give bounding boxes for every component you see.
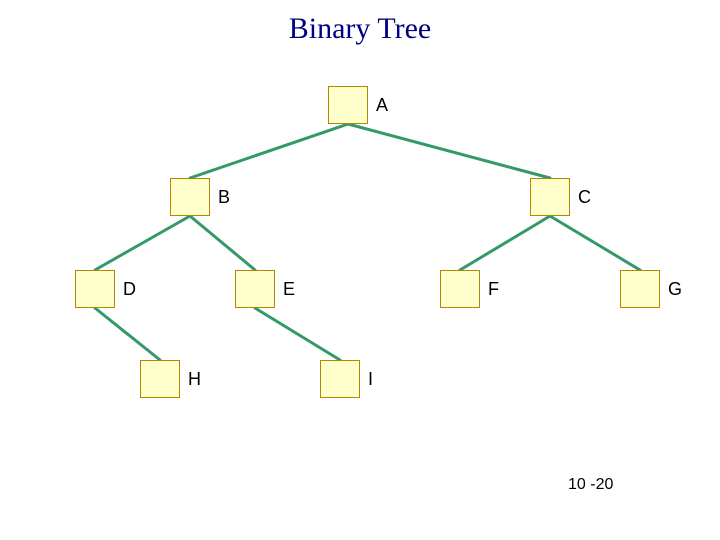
node-label-h: H — [188, 369, 201, 390]
edge-c-f — [460, 216, 550, 270]
edge-b-e — [190, 216, 255, 270]
node-box-i — [320, 360, 360, 398]
edge-a-b — [190, 124, 348, 178]
edge-e-i — [255, 308, 340, 360]
binary-tree-slide: Binary Tree A B C D E F G H I 10 -20 — [0, 0, 720, 540]
edge-c-g — [550, 216, 640, 270]
node-box-d — [75, 270, 115, 308]
node-box-e — [235, 270, 275, 308]
node-label-a: A — [376, 95, 388, 116]
node-box-a — [328, 86, 368, 124]
edge-a-c — [348, 124, 550, 178]
node-box-g — [620, 270, 660, 308]
node-label-d: D — [123, 279, 136, 300]
edge-d-h — [95, 308, 160, 360]
node-label-g: G — [668, 279, 682, 300]
node-box-h — [140, 360, 180, 398]
slide-title: Binary Tree — [0, 12, 720, 46]
node-box-f — [440, 270, 480, 308]
node-label-e: E — [283, 279, 295, 300]
node-label-b: B — [218, 187, 230, 208]
node-label-f: F — [488, 279, 499, 300]
node-label-c: C — [578, 187, 591, 208]
node-box-b — [170, 178, 210, 216]
node-box-c — [530, 178, 570, 216]
page-number: 10 -20 — [568, 476, 613, 494]
node-label-i: I — [368, 369, 373, 390]
edge-b-d — [95, 216, 190, 270]
